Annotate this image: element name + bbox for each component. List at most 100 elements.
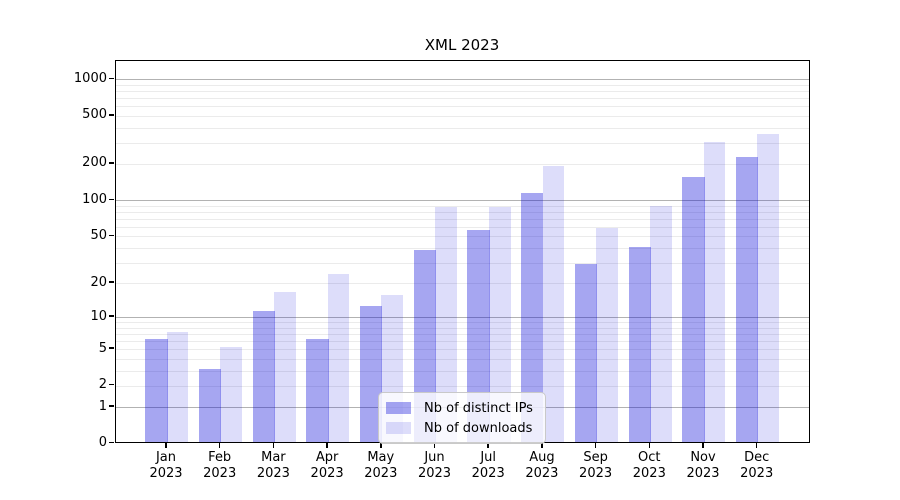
minor-gridline: [115, 115, 809, 117]
x-tick-month: Jun: [424, 449, 445, 465]
x-tick-month: Jan: [155, 449, 177, 465]
bar-distinct-ips-aug: [521, 193, 544, 442]
minor-gridline: [115, 322, 809, 324]
x-tick-year: 2023: [364, 465, 398, 481]
y-tick-label: 1: [98, 398, 107, 414]
y-tick-label: 500: [82, 107, 107, 123]
x-tick-month: Apr: [315, 449, 339, 465]
x-tick-mark: [326, 442, 328, 448]
bar-downloads-sep: [596, 228, 618, 442]
major-gridline: [115, 317, 809, 319]
legend-row-downloads: Nb of downloads: [386, 418, 537, 438]
minor-gridline: [115, 341, 809, 343]
bar-downloads-aug: [542, 166, 565, 442]
y-tick-label: 1000: [73, 70, 107, 86]
legend: Nb of distinct IPs Nb of downloads: [378, 392, 546, 444]
minor-gridline: [115, 84, 809, 86]
x-tick-mark: [272, 442, 275, 448]
x-tick-month: Mar: [261, 449, 286, 465]
major-gridline: [115, 79, 809, 81]
minor-gridline: [115, 385, 809, 387]
bar-downloads-jul: [488, 206, 511, 442]
minor-gridline: [115, 91, 809, 93]
x-tick-year: 2023: [525, 465, 559, 481]
bar-downloads-mar: [274, 292, 296, 442]
minor-gridline: [115, 349, 809, 351]
minor-gridline: [115, 226, 809, 228]
x-tick-mark: [433, 442, 436, 448]
minor-gridline: [115, 236, 809, 238]
x-tick-year: 2023: [632, 465, 666, 481]
x-tick-label-dec: Dec 2023: [725, 450, 789, 482]
x-tick-label-jan: Jan 2023: [134, 450, 198, 482]
x-tick-year: 2023: [256, 465, 290, 481]
minor-gridline: [115, 211, 809, 213]
x-tick-month: Nov: [690, 449, 716, 465]
y-tick-mark: [108, 383, 114, 386]
bar-downloads-oct: [649, 205, 672, 442]
y-tick-label: 10: [90, 308, 107, 324]
minor-gridline: [115, 98, 809, 100]
y-tick-label: 200: [82, 155, 107, 171]
legend-label-distinct-ips: Nb of distinct IPs: [424, 400, 533, 416]
chart-title: XML 2023: [424, 36, 500, 54]
y-tick-label: 100: [82, 191, 107, 207]
x-tick-mark: [380, 442, 382, 448]
y-tick-label: 0: [98, 435, 107, 451]
bar-distinct-ips-nov: [682, 177, 705, 442]
bar-distinct-ips-oct: [628, 247, 651, 442]
y-tick-label: 50: [90, 227, 107, 243]
minor-gridline: [115, 247, 809, 249]
legend-swatch-downloads-icon: [386, 422, 411, 434]
plot-area: [114, 59, 810, 443]
minor-gridline: [115, 358, 809, 360]
bar-downloads-feb: [220, 347, 243, 442]
x-tick-mark: [165, 442, 167, 448]
x-tick-label-jun: Jun 2023: [403, 450, 467, 482]
x-tick-label-sep: Sep 2023: [564, 450, 628, 482]
x-tick-month: May: [367, 449, 395, 465]
x-tick-year: 2023: [149, 465, 183, 481]
x-tick-mark: [218, 442, 221, 448]
x-tick-month: Sep: [583, 449, 608, 465]
x-tick-label-feb: Feb 2023: [188, 450, 252, 482]
bar-distinct-ips-jul: [467, 230, 490, 442]
x-tick-mark: [755, 442, 758, 448]
x-tick-year: 2023: [579, 465, 613, 481]
x-tick-year: 2023: [686, 465, 720, 481]
minor-gridline: [115, 106, 809, 108]
minor-gridline: [115, 283, 809, 285]
bar-downloads-dec: [757, 134, 780, 442]
bar-downloads-apr: [327, 274, 350, 442]
minor-gridline: [115, 218, 809, 220]
x-tick-month: Aug: [529, 449, 555, 465]
bar-downloads-jun: [435, 206, 457, 442]
x-tick-label-oct: Oct 2023: [617, 450, 681, 482]
bar-distinct-ips-apr: [306, 339, 329, 442]
bar-distinct-ips-mar: [252, 310, 275, 442]
y-tick-mark: [108, 198, 114, 200]
minor-gridline: [115, 205, 809, 207]
x-tick-year: 2023: [740, 465, 774, 481]
x-tick-year: 2023: [471, 465, 505, 481]
y-tick-mark: [108, 234, 114, 237]
y-tick-label: 2: [98, 377, 107, 393]
y-tick-mark: [108, 315, 114, 317]
minor-gridline: [115, 334, 809, 335]
x-tick-mark: [594, 442, 597, 448]
bar-downloads-nov: [703, 142, 726, 442]
minor-gridline: [115, 262, 809, 264]
bar-distinct-ips-dec: [735, 156, 759, 442]
x-tick-label-nov: Nov 2023: [671, 450, 735, 482]
legend-label-downloads: Nb of downloads: [424, 420, 533, 436]
y-tick-mark: [108, 114, 114, 116]
x-tick-label-aug: Aug 2023: [510, 450, 574, 482]
bar-distinct-ips-sep: [574, 264, 598, 442]
x-tick-label-mar: Mar 2023: [241, 450, 305, 482]
y-tick-mark: [108, 281, 114, 283]
minor-gridline: [115, 327, 809, 329]
bar-downloads-jan: [166, 332, 189, 442]
y-tick-mark: [108, 347, 114, 349]
y-tick-mark: [108, 77, 114, 79]
